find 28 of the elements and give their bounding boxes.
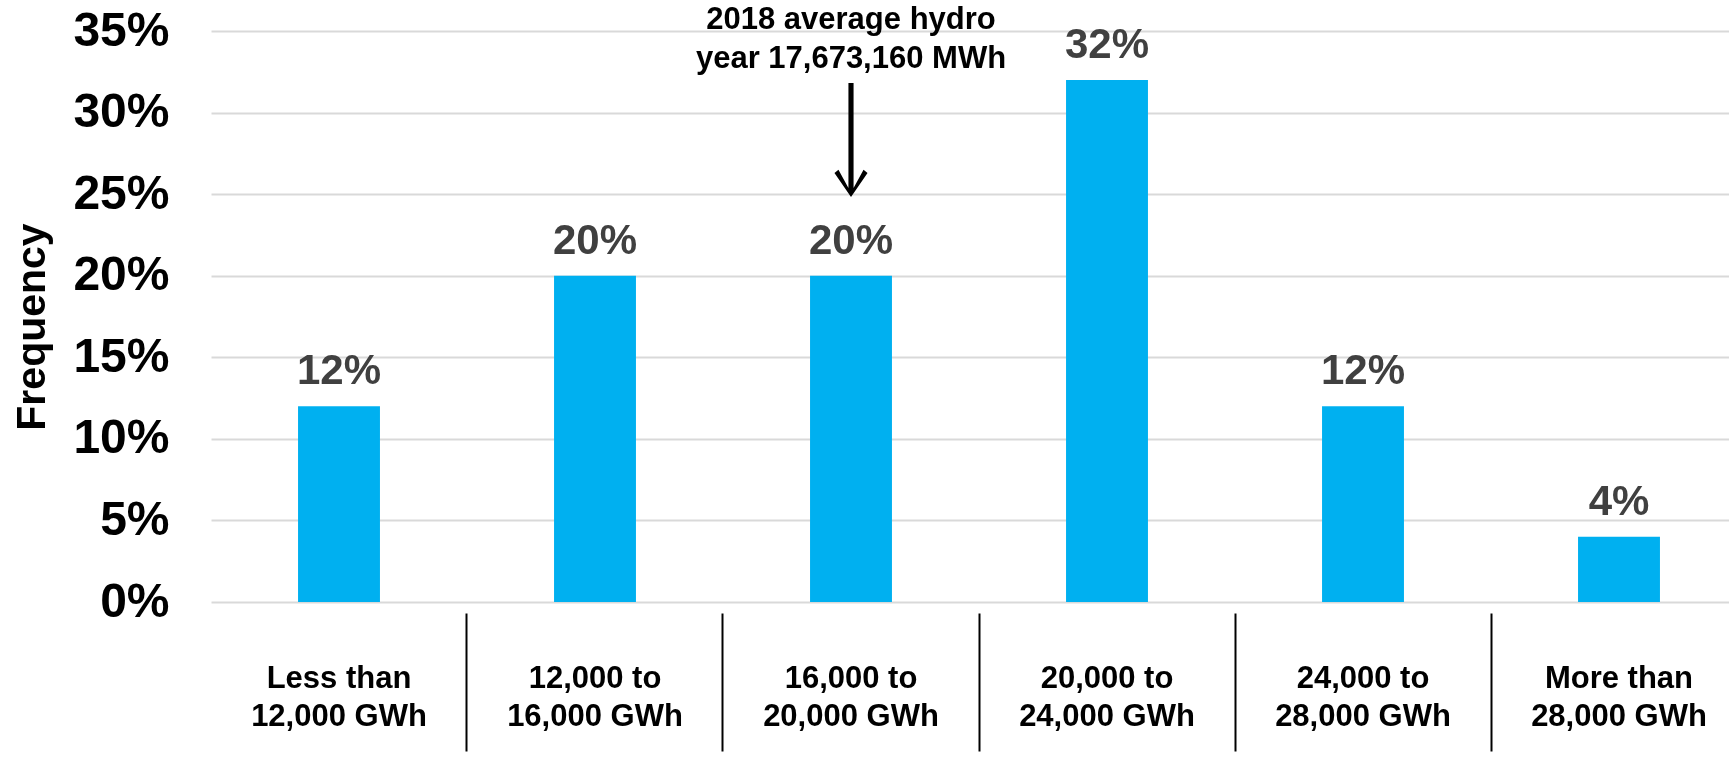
data-label: 12% [296, 346, 382, 394]
data-label: 32% [1064, 19, 1150, 67]
bar [1578, 536, 1660, 602]
y-tick-label: 0% [100, 573, 170, 627]
data-label: 12% [1320, 346, 1406, 394]
bar [298, 406, 380, 602]
y-tick-label: 5% [100, 491, 170, 545]
bar [1322, 406, 1404, 602]
y-tick-label: 35% [73, 2, 170, 56]
y-tick-label: 25% [73, 165, 170, 219]
y-axis-title: Frequency [8, 223, 55, 431]
data-label: 4% [1588, 476, 1650, 524]
x-tick-label: 16,000 to 20,000 GWh [763, 659, 939, 733]
x-tick-label: 24,000 to 28,000 GWh [1275, 659, 1451, 733]
bar [810, 275, 892, 602]
data-label: 20% [808, 215, 894, 263]
y-tick-label: 15% [73, 328, 170, 382]
annotation: 2018 average hydro year 17,673,160 MWh [695, 1, 1007, 75]
y-tick-label: 10% [73, 410, 170, 464]
x-tick-label: Less than 12,000 GWh [251, 659, 427, 733]
y-tick-label: 20% [73, 247, 170, 301]
y-tick-label: 30% [73, 84, 170, 138]
bar [1066, 79, 1148, 602]
x-tick-label: 12,000 to 16,000 GWh [507, 659, 683, 733]
bar [554, 275, 636, 602]
data-label: 20% [552, 215, 638, 263]
x-tick-label: More than 28,000 GWh [1531, 659, 1707, 733]
x-tick-label: 20,000 to 24,000 GWh [1019, 659, 1195, 733]
